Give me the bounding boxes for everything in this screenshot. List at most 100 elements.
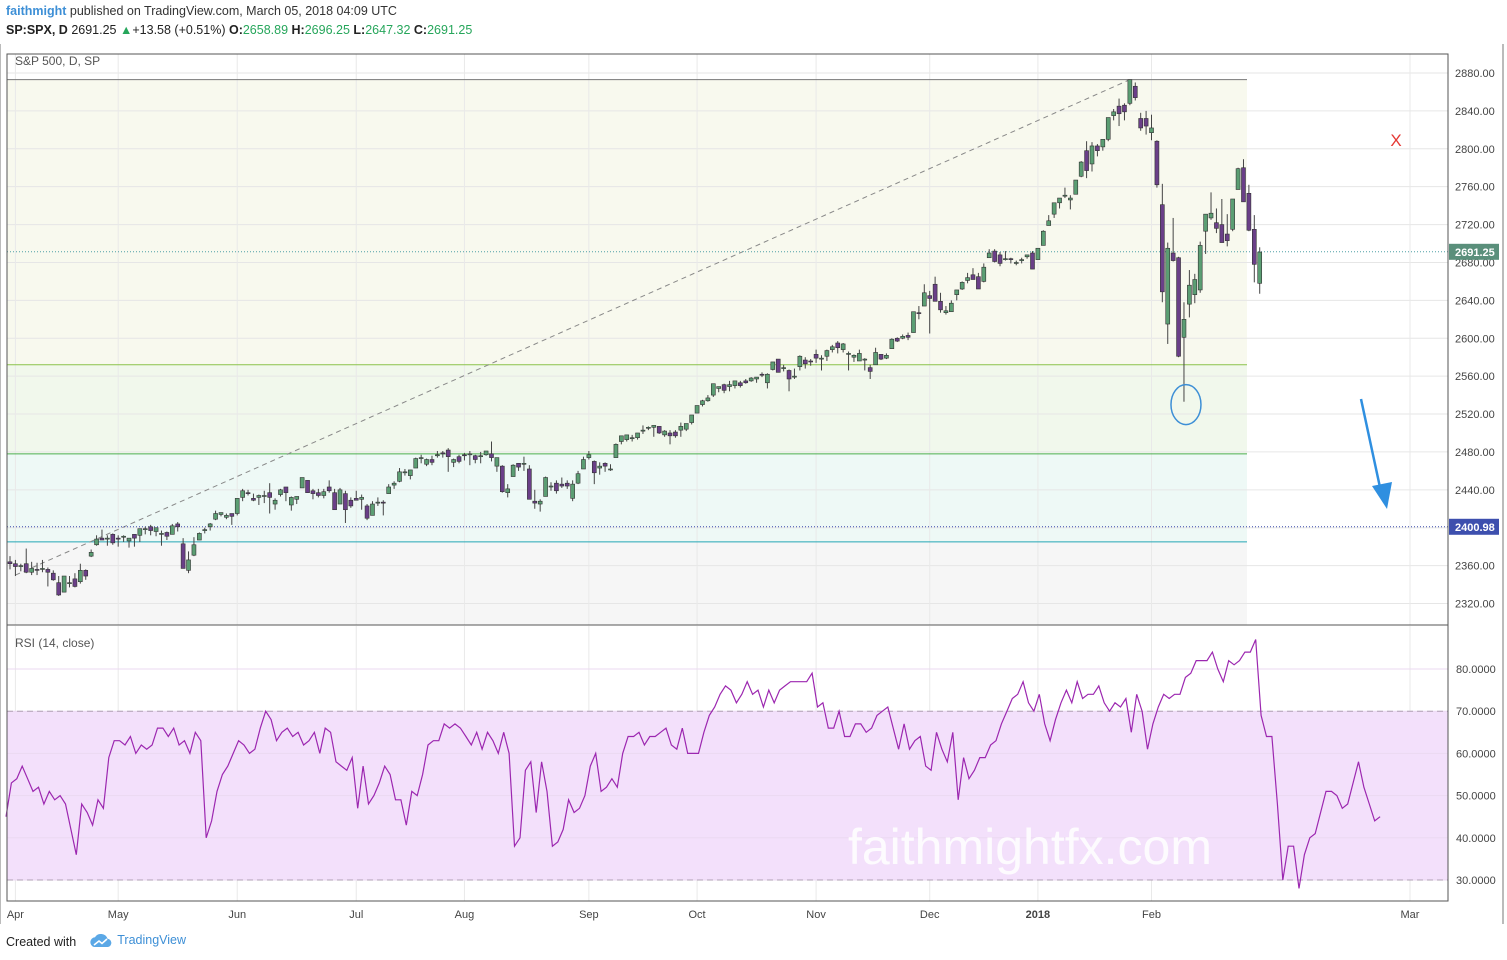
candle-body	[61, 575, 67, 593]
candle-body	[386, 486, 392, 494]
price-axis-label: 2560.00	[1455, 371, 1495, 383]
candle	[543, 476, 548, 497]
candle	[1197, 241, 1203, 293]
candle	[483, 450, 489, 456]
candle-body	[570, 483, 575, 499]
price-axis-label: 2480.00	[1455, 447, 1495, 459]
candle-body	[310, 490, 316, 494]
candle	[278, 488, 283, 497]
candle	[1235, 167, 1241, 190]
x-marker: X	[1390, 131, 1401, 150]
candle-body	[1019, 259, 1024, 261]
candle	[1252, 215, 1257, 283]
candle-body	[1203, 213, 1208, 232]
candle	[1008, 257, 1014, 264]
candle	[608, 464, 613, 471]
candle	[440, 450, 446, 458]
candle	[510, 464, 516, 477]
candle-body	[234, 498, 240, 514]
candle	[294, 496, 300, 505]
candle	[1003, 251, 1008, 261]
fib-zone-3	[7, 453, 1247, 542]
candle	[1192, 273, 1198, 304]
tradingview-link[interactable]: TradingView	[88, 933, 186, 948]
candle	[1219, 198, 1225, 243]
candle-body	[115, 537, 121, 540]
candle	[1078, 161, 1084, 178]
candle	[554, 480, 559, 494]
candle-body	[824, 350, 830, 357]
candle	[494, 457, 500, 472]
candle-body	[1149, 127, 1154, 133]
symbol-label[interactable]: SP:SPX, D	[6, 23, 68, 37]
candle	[770, 361, 776, 371]
candle	[689, 414, 694, 425]
candle	[397, 468, 402, 483]
candle-body	[721, 384, 727, 391]
candle-body	[1257, 251, 1263, 284]
candle	[754, 376, 759, 383]
candle-body	[662, 430, 667, 436]
author-link[interactable]: faithmight	[6, 4, 67, 18]
candle	[792, 368, 797, 379]
candle	[516, 462, 521, 471]
candle-body	[997, 254, 1003, 264]
candle	[959, 281, 965, 290]
candle	[132, 534, 137, 547]
price-axis-label: 2720.00	[1455, 220, 1495, 232]
candle-body	[781, 367, 786, 369]
candle-body	[927, 295, 933, 299]
candle-body	[294, 496, 300, 500]
candle-body	[1008, 258, 1014, 260]
candle-body	[375, 501, 381, 504]
candle	[1035, 247, 1041, 260]
candle-body	[673, 431, 678, 437]
candle	[646, 426, 651, 431]
candle-body	[159, 533, 164, 535]
close-value: 2691.25	[427, 23, 473, 37]
candle	[802, 357, 808, 369]
candle	[819, 355, 824, 371]
rsi-axis-label: 30.0000	[1456, 875, 1496, 887]
candle-body	[786, 370, 792, 380]
candle	[900, 334, 905, 340]
candle-body	[218, 512, 224, 515]
rsi-axis-label: 60.0000	[1456, 748, 1496, 760]
candle	[1165, 242, 1171, 344]
candle-body	[56, 582, 61, 596]
candle-body	[608, 468, 613, 471]
candle	[732, 380, 738, 389]
candle	[137, 528, 143, 542]
candle-body	[364, 505, 370, 519]
candle-body	[743, 380, 749, 384]
candle-body	[819, 357, 824, 360]
candle-body	[337, 489, 343, 505]
candle-body	[1105, 117, 1111, 140]
candle-body	[142, 528, 148, 530]
candle	[40, 559, 45, 573]
candle	[781, 364, 786, 372]
down-arrow-head	[1372, 482, 1392, 509]
candle-body	[889, 338, 895, 349]
price-axis-label: 2680.00	[1455, 257, 1495, 269]
candle	[635, 432, 640, 440]
candle	[1246, 184, 1252, 232]
candle-body	[1111, 111, 1116, 116]
candle-body	[278, 489, 283, 495]
candle-body	[348, 499, 354, 507]
candle-body	[435, 454, 440, 457]
candle	[78, 563, 83, 584]
candle-body	[1192, 279, 1198, 295]
candle	[591, 460, 597, 485]
chart-area[interactable]: X S&P 500, D, SP 2880.00 2840.00 2800.00 2760…	[0, 44, 1507, 926]
candle	[386, 484, 392, 494]
candle	[213, 510, 218, 521]
candle-body	[770, 361, 776, 370]
candle-body	[137, 528, 143, 536]
candle	[765, 373, 770, 389]
candle	[99, 529, 105, 541]
candle-body	[45, 569, 51, 573]
candle-body	[554, 482, 559, 492]
candle-body	[1057, 197, 1062, 204]
candle	[548, 482, 554, 491]
